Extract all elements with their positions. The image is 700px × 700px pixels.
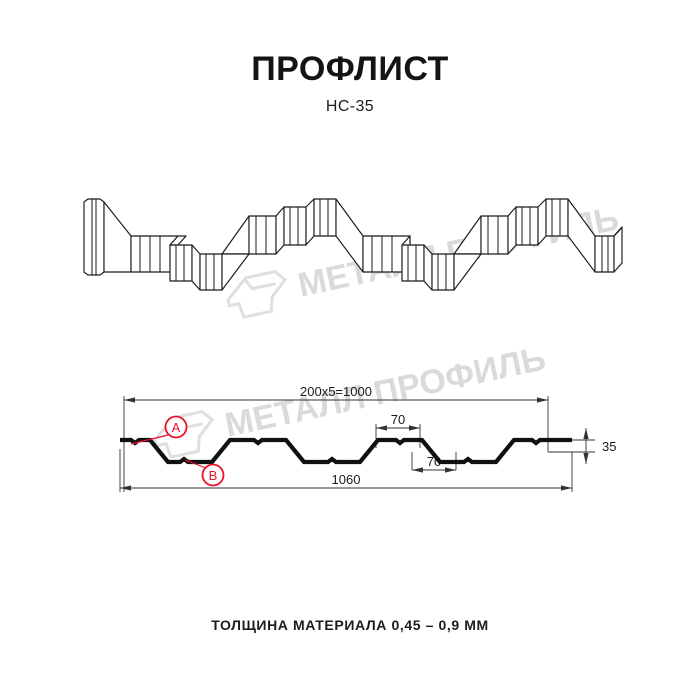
- callout-b-circle: [201, 463, 225, 487]
- footer-block: ТОЛЩИНА МАТЕРИАЛА 0,45 – 0,9 ММ: [0, 617, 700, 635]
- watermark-top-text: МЕТАЛЛ ПРОФИЛЬ: [295, 200, 622, 305]
- dimension-trough-width-label: 70: [427, 454, 441, 469]
- dimension-pitch-total-label: 200x5=1000: [300, 384, 372, 399]
- dimension-overall-width-label: 1060: [332, 472, 361, 487]
- callout-a-circle: [164, 415, 188, 439]
- watermark-logo-icon: [153, 409, 215, 459]
- dimension-overall-width: 1060: [120, 472, 572, 491]
- header-block: ПРОФЛИСТ НС-35: [0, 50, 700, 116]
- callout-a-label: A: [172, 420, 181, 435]
- page-subtitle-model: НС-35: [325, 97, 375, 115]
- callout-b-label: B: [209, 468, 218, 483]
- corrugation-module-1: [83, 198, 337, 291]
- callout-b: B: [184, 459, 225, 487]
- watermark-bottom-text: МЕТАЛЛ ПРОФИЛЬ: [222, 340, 549, 445]
- watermark-bottom: МЕТАЛЛ ПРОФИЛЬ: [153, 340, 549, 459]
- material-thickness-note: ТОЛЩИНА МАТЕРИАЛА 0,45 – 0,9 ММ: [211, 617, 489, 633]
- dimension-pitch-total: 200x5=1000: [124, 384, 548, 403]
- dimension-crest-width-label: 70: [391, 412, 405, 427]
- 3d-isometric-sheet-view: [83, 198, 623, 291]
- callout-a: A: [130, 415, 188, 445]
- dimension-height: 35: [583, 428, 616, 464]
- corrugation-module-3: [567, 198, 623, 273]
- cross-section-profile-view: [120, 437, 572, 465]
- dimension-trough-width: 70: [412, 454, 456, 473]
- corrugation-module-2: [335, 198, 569, 291]
- watermark-top: МЕТАЛЛ ПРОФИЛЬ: [226, 200, 622, 319]
- dimension-crest-width: 70: [376, 412, 420, 431]
- page-title: ПРОФЛИСТ: [251, 50, 449, 88]
- surface-fold-lines: [91, 198, 609, 291]
- witness-lines: [119, 396, 595, 492]
- dimension-height-label: 35: [602, 439, 616, 454]
- watermark-logo-icon: [226, 269, 288, 319]
